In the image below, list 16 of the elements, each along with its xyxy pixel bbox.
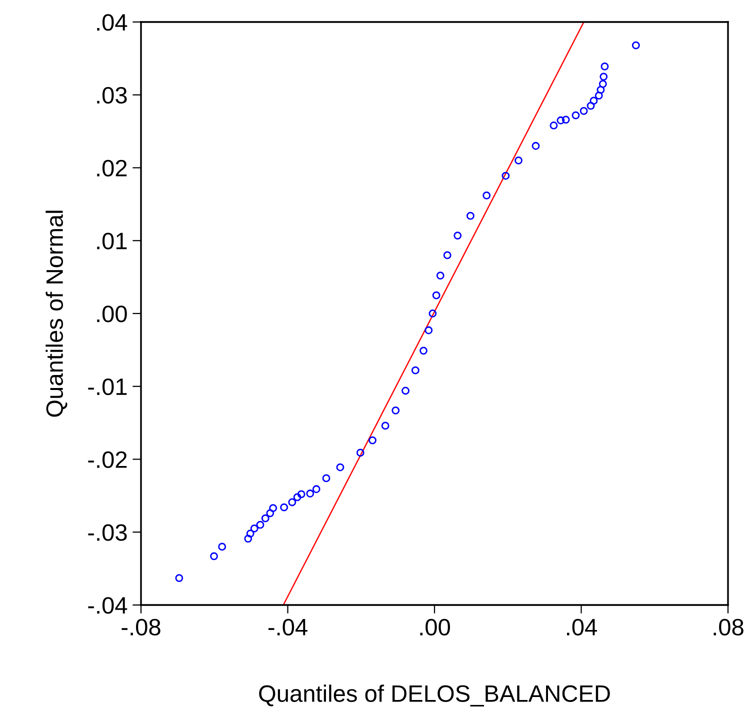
y-tick-label: -.01 (88, 378, 127, 396)
x-tick-label: .04 (566, 618, 597, 636)
y-tick-label: -.03 (88, 524, 127, 541)
y-tick-label: .02 (97, 160, 127, 177)
y-tick-label: -.04 (88, 597, 128, 614)
y-axis-title: Quantiles of Normal (46, 210, 68, 417)
x-tick-label: -.04 (268, 618, 308, 636)
y-tick-label: .03 (97, 86, 127, 104)
x-axis-title: Quantiles of DELOS_BALANCED (259, 684, 610, 706)
y-tick-label: .00 (97, 306, 127, 322)
y-tick-label: .04 (97, 14, 128, 31)
y-tick-label: -.02 (88, 451, 127, 468)
x-tick-label: -.08 (122, 618, 160, 636)
x-tick-label: .08 (714, 618, 744, 636)
y-tick-label: .01 (97, 232, 127, 250)
x-tick-label: .00 (420, 618, 450, 636)
